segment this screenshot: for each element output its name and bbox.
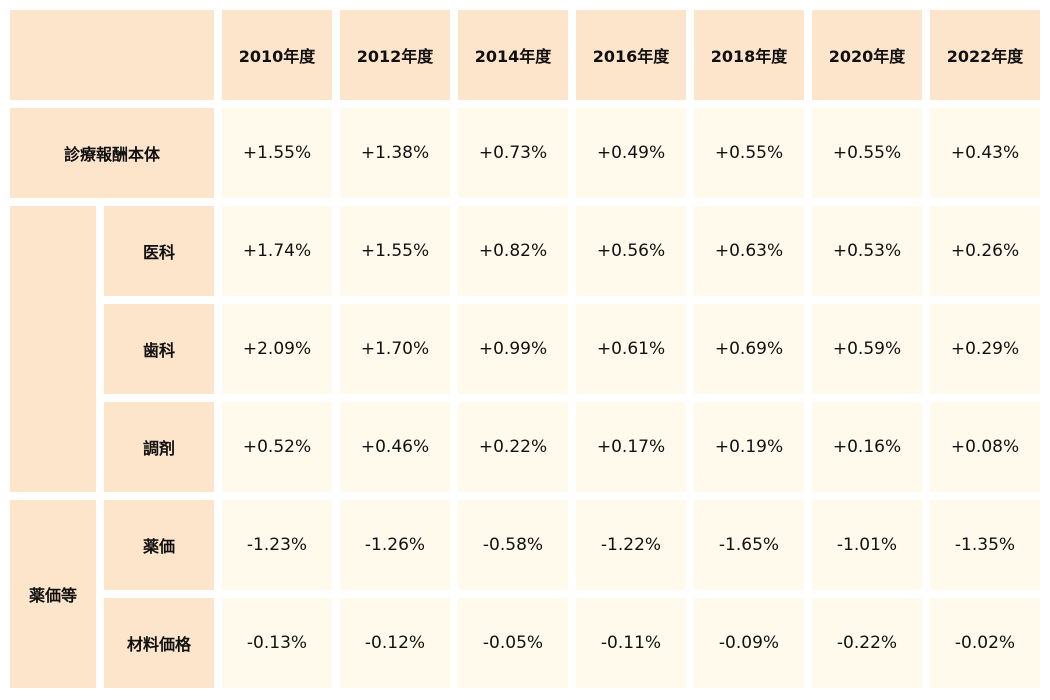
value-cell: +0.16%: [812, 402, 922, 492]
value-cell: -0.22%: [812, 598, 922, 688]
value-cell: +1.55%: [222, 108, 332, 198]
value-cell: +0.08%: [930, 402, 1040, 492]
value-cell: +0.43%: [930, 108, 1040, 198]
value-cell: +0.55%: [812, 108, 922, 198]
column-header-2022年度: 2022年度: [930, 10, 1040, 100]
value-cell: -1.35%: [930, 500, 1040, 590]
value-cell: -0.13%: [222, 598, 332, 688]
value-cell: +0.63%: [694, 206, 804, 296]
value-cell: +0.82%: [458, 206, 568, 296]
row-group-label: [10, 206, 96, 492]
row-label: 医科: [104, 206, 214, 296]
value-cell: +0.73%: [458, 108, 568, 198]
corner-header-cell: [10, 10, 214, 100]
value-cell: +0.52%: [222, 402, 332, 492]
value-cell: +1.70%: [340, 304, 450, 394]
row-label: 薬価: [104, 500, 214, 590]
value-cell: +1.74%: [222, 206, 332, 296]
column-header-2012年度: 2012年度: [340, 10, 450, 100]
column-header-2014年度: 2014年度: [458, 10, 568, 100]
value-cell: +1.38%: [340, 108, 450, 198]
row-label: 診療報酬本体: [10, 108, 214, 198]
value-cell: +0.29%: [930, 304, 1040, 394]
row-label: 歯科: [104, 304, 214, 394]
value-cell: -0.05%: [458, 598, 568, 688]
value-cell: +0.19%: [694, 402, 804, 492]
value-cell: -0.11%: [576, 598, 686, 688]
column-header-2020年度: 2020年度: [812, 10, 922, 100]
row-label: 調剤: [104, 402, 214, 492]
value-cell: -0.09%: [694, 598, 804, 688]
value-cell: +0.22%: [458, 402, 568, 492]
row-label: 材料価格: [104, 598, 214, 688]
row-group-label: 薬価等: [10, 500, 96, 688]
value-cell: -0.58%: [458, 500, 568, 590]
value-cell: +0.56%: [576, 206, 686, 296]
value-cell: -1.01%: [812, 500, 922, 590]
column-header-2010年度: 2010年度: [222, 10, 332, 100]
column-header-2016年度: 2016年度: [576, 10, 686, 100]
value-cell: -1.22%: [576, 500, 686, 590]
value-cell: -0.02%: [930, 598, 1040, 688]
value-cell: +0.59%: [812, 304, 922, 394]
value-cell: +0.61%: [576, 304, 686, 394]
value-cell: +0.26%: [930, 206, 1040, 296]
value-cell: -1.23%: [222, 500, 332, 590]
value-cell: +0.99%: [458, 304, 568, 394]
column-header-2018年度: 2018年度: [694, 10, 804, 100]
value-cell: +1.55%: [340, 206, 450, 296]
value-cell: +0.69%: [694, 304, 804, 394]
value-cell: +0.53%: [812, 206, 922, 296]
value-cell: +0.55%: [694, 108, 804, 198]
value-cell: +0.46%: [340, 402, 450, 492]
value-cell: -1.26%: [340, 500, 450, 590]
value-cell: +0.49%: [576, 108, 686, 198]
value-cell: +0.17%: [576, 402, 686, 492]
value-cell: -1.65%: [694, 500, 804, 590]
value-cell: +2.09%: [222, 304, 332, 394]
value-cell: -0.12%: [340, 598, 450, 688]
